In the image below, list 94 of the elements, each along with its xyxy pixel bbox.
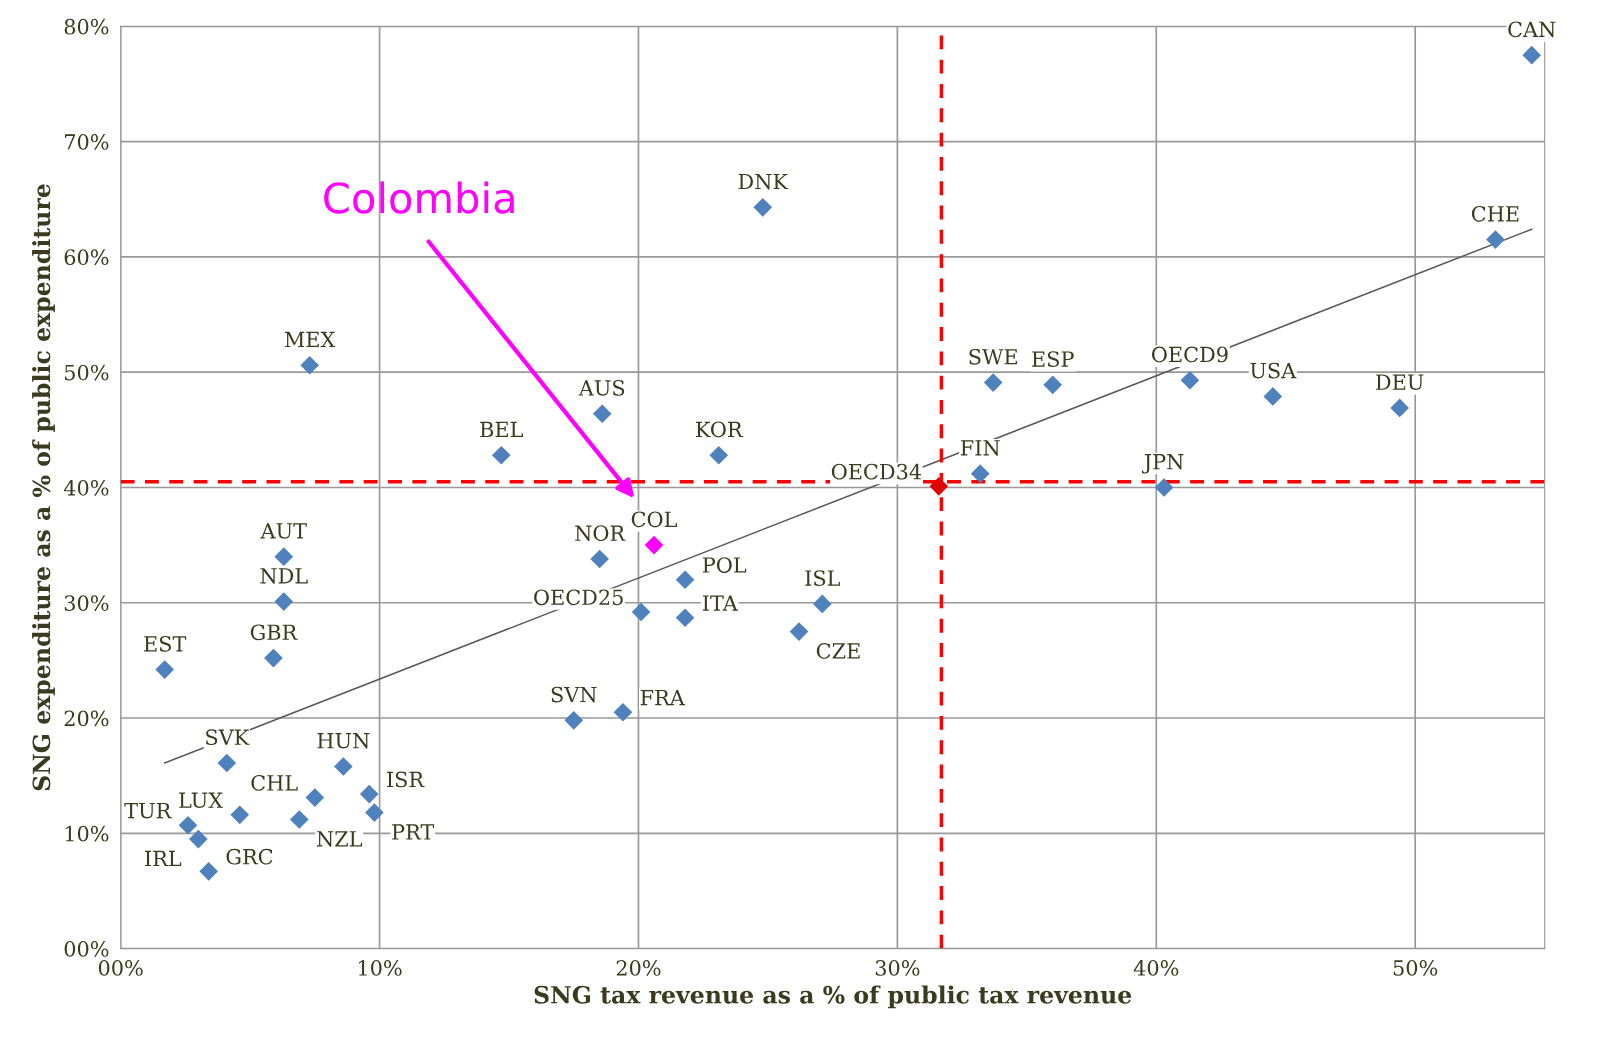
annotation: ISL: [805, 570, 840, 586]
annotation: LUX: [179, 792, 223, 809]
point: [812, 594, 832, 614]
point: [1390, 398, 1409, 418]
x-axis-title: SNG tax revenue as a % of public tax revenue: [534, 985, 1132, 1009]
annotation: JPN: [1142, 454, 1184, 474]
annotation: KOR: [696, 421, 744, 438]
annotation: CHL: [251, 775, 298, 791]
y-tick-label: 60%: [64, 249, 109, 266]
annotation: NZL: [317, 831, 363, 847]
point: [675, 570, 695, 590]
y-tick-label: 70%: [65, 134, 109, 150]
y-tick-label: 40%: [63, 479, 109, 496]
annotation: AUT: [260, 523, 307, 539]
point: [365, 803, 384, 822]
x-tick-label: 30%: [875, 960, 920, 976]
point: [217, 753, 237, 773]
point: [970, 464, 990, 483]
point: [613, 702, 633, 722]
point: [592, 404, 612, 424]
annotation: DNK: [738, 173, 789, 190]
x-tick-label: 50%: [1393, 960, 1438, 976]
point: [264, 648, 283, 668]
annotation: MEX: [285, 331, 336, 348]
point: [1180, 370, 1200, 390]
annotation: TUR: [124, 802, 172, 819]
annotation: COL: [631, 511, 677, 528]
point: [709, 445, 729, 465]
annotation: OECD25: [534, 589, 623, 606]
annotation: EST: [144, 635, 187, 652]
point: [178, 815, 198, 835]
point: [359, 784, 379, 804]
annotation: NOR: [575, 525, 626, 542]
point: [290, 810, 309, 829]
y-tick-label: 50%: [65, 364, 109, 381]
annotation: Colombia: [324, 181, 514, 214]
annotation: BEL: [480, 421, 523, 437]
point: [564, 711, 584, 730]
annotation: POL: [702, 557, 747, 573]
point: [1154, 478, 1174, 497]
point: [789, 622, 809, 641]
point: [274, 592, 294, 611]
annotation: OECD34: [831, 463, 922, 480]
point: [644, 535, 664, 555]
annotation: ESP: [1032, 351, 1074, 367]
y-tick-label: 30%: [64, 595, 109, 611]
annotation: DEU: [1376, 374, 1424, 391]
point: [753, 198, 773, 217]
annotation: CHE: [1471, 205, 1519, 222]
point: [675, 608, 695, 628]
x-tick-label: 40%: [1133, 960, 1179, 976]
point: [274, 547, 294, 566]
point: [1522, 45, 1542, 65]
annotation: NDL: [260, 568, 308, 584]
annotation: GBR: [250, 624, 298, 641]
annotation: IRL: [145, 850, 182, 867]
point: [983, 373, 1003, 392]
point: [155, 660, 175, 679]
annotation: OECD9: [1152, 346, 1228, 363]
annotation: PRT: [392, 824, 435, 840]
point: [189, 829, 208, 849]
annotation: USA: [1250, 362, 1297, 379]
y-axis-title: SNG expenditure as a % of public expenditure: [32, 184, 55, 791]
annotation: ITA: [702, 595, 738, 611]
point: [1263, 387, 1283, 406]
point: [491, 445, 511, 465]
y-tick-label: 10%: [65, 825, 109, 842]
annotation: AUS: [578, 380, 625, 396]
annotation: SVN: [551, 686, 597, 703]
point: [1486, 230, 1505, 249]
annotation: FIN: [960, 440, 1000, 456]
annotation: CAN: [1508, 21, 1556, 38]
y-tick-label: 20%: [64, 710, 109, 727]
x-tick-label: 10%: [358, 960, 402, 976]
y-tick-label: 80%: [64, 18, 109, 35]
annotation: ISR: [387, 771, 425, 788]
annotation: CZE: [816, 643, 860, 659]
point: [230, 805, 250, 825]
annotation: SWE: [969, 348, 1017, 365]
point: [590, 549, 609, 569]
point: [334, 757, 353, 776]
point: [929, 477, 949, 496]
annotation: GRC: [226, 848, 273, 865]
annotation: SVK: [206, 729, 250, 746]
point: [300, 355, 319, 375]
point: [1043, 375, 1063, 395]
point: [631, 602, 651, 622]
annotation: HUN: [317, 733, 370, 749]
x-tick-label: 00%: [98, 960, 143, 976]
x-tick-label: 20%: [616, 960, 661, 976]
y-tick-label: 00%: [64, 941, 109, 957]
point: [305, 788, 325, 807]
point: [199, 862, 219, 881]
annotation: FRA: [640, 689, 685, 706]
